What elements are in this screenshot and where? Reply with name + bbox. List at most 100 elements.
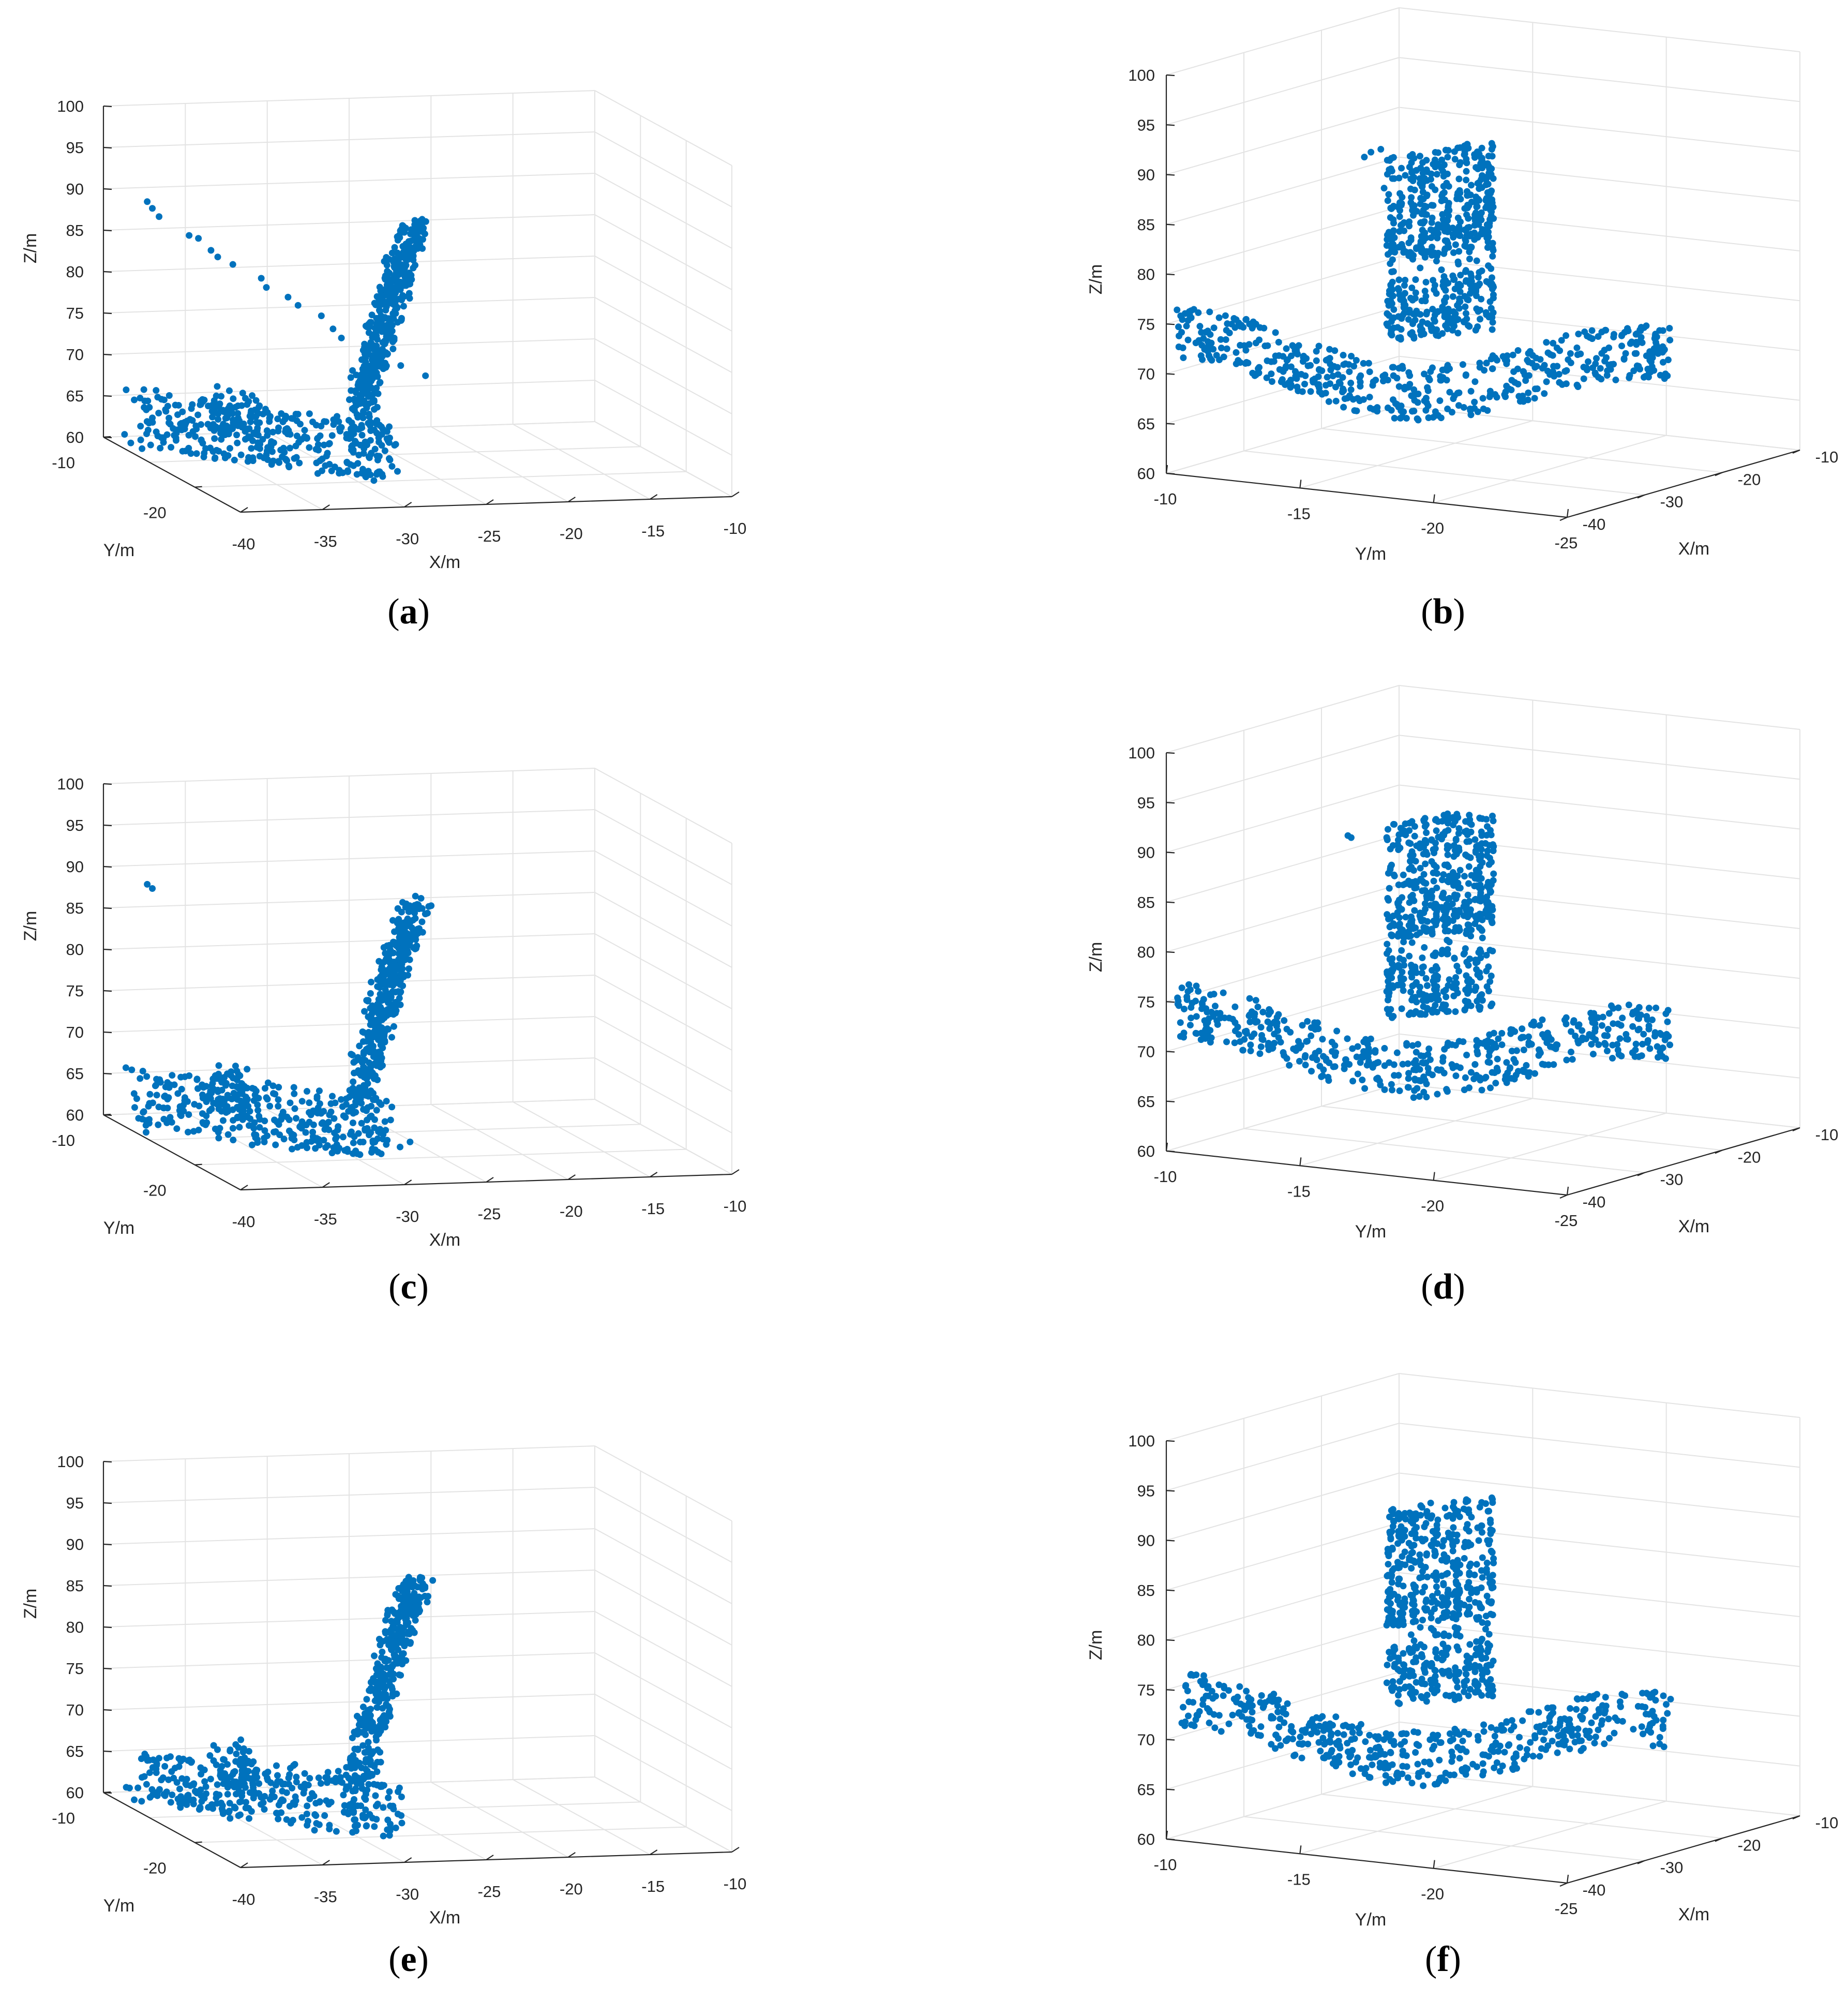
data-point (1444, 1042, 1451, 1049)
data-point (1205, 1015, 1212, 1022)
data-point (362, 438, 369, 445)
data-point (1604, 1026, 1612, 1033)
data-point (144, 426, 152, 434)
data-point (1463, 959, 1470, 966)
data-point (398, 972, 405, 979)
data-point (1433, 827, 1440, 834)
data-point (179, 408, 186, 415)
data-point (1474, 1050, 1481, 1057)
data-point (1503, 382, 1510, 390)
data-point (1466, 816, 1474, 823)
z-tick-label: 80 (66, 1618, 84, 1636)
data-point (365, 329, 372, 336)
data-point (1450, 249, 1457, 256)
data-point (1520, 398, 1527, 405)
data-point (373, 320, 380, 327)
data-point (1387, 845, 1394, 853)
data-point (1472, 326, 1479, 334)
data-point (339, 1133, 347, 1141)
data-point (1433, 290, 1440, 297)
data-point (1195, 309, 1202, 316)
data-point (1287, 383, 1295, 390)
data-point (1407, 185, 1414, 192)
data-point (122, 1064, 129, 1071)
data-point (1428, 219, 1435, 226)
data-point (1452, 1042, 1459, 1049)
data-point (1556, 347, 1564, 354)
data-point (1462, 310, 1469, 317)
data-point (1394, 899, 1402, 906)
data-point (1492, 1080, 1499, 1087)
data-point (153, 1092, 160, 1099)
data-point (1315, 366, 1323, 373)
data-point (1452, 985, 1460, 992)
data-point (1449, 326, 1456, 334)
data-point (325, 1118, 332, 1126)
z-tick-label: 65 (1137, 1093, 1155, 1111)
data-point (298, 1098, 306, 1105)
data-point (1457, 272, 1464, 279)
data-point (1389, 1086, 1396, 1094)
data-point (1653, 341, 1660, 349)
data-point (1279, 376, 1286, 383)
data-point (193, 1076, 201, 1083)
data-point (147, 441, 154, 449)
data-point (1290, 344, 1298, 351)
data-point (213, 392, 220, 399)
x-tick-label: -10 (724, 1875, 747, 1893)
data-point (1462, 899, 1469, 906)
axes-b: 6065707580859095100-10-15-20-25-40-30-20… (1086, 66, 1838, 564)
y-tick-label: -20 (1421, 519, 1444, 537)
x-tick-label: -35 (314, 1210, 337, 1228)
data-point (1426, 1056, 1434, 1063)
x-tick-label: -25 (478, 1883, 501, 1901)
data-point (1483, 1559, 1491, 1566)
data-point (1421, 253, 1429, 261)
data-point (403, 900, 410, 907)
data-point (1432, 949, 1439, 957)
data-point (1384, 940, 1391, 948)
data-point (194, 411, 202, 419)
data-point (288, 1130, 295, 1138)
z-tick-label: 75 (66, 304, 84, 322)
data-point (188, 1797, 195, 1804)
data-point (131, 396, 138, 404)
x-axis-label: X/m (1678, 1905, 1709, 1924)
data-point (374, 1002, 381, 1009)
data-point (1445, 212, 1452, 219)
data-point (1237, 1038, 1244, 1045)
data-point (405, 290, 413, 297)
data-point (223, 414, 230, 422)
data-point (1525, 389, 1532, 396)
data-point (383, 989, 390, 996)
data-point (1453, 913, 1461, 920)
data-point (1478, 1086, 1485, 1094)
data-point (1302, 1052, 1309, 1059)
z-tick-label: 75 (66, 982, 84, 1000)
data-point (1543, 378, 1550, 385)
data-point (214, 1746, 221, 1753)
data-point (1314, 1019, 1321, 1026)
data-point (1302, 1062, 1309, 1069)
data-point (280, 1136, 288, 1143)
data-point (289, 1145, 296, 1153)
data-point (224, 1092, 231, 1099)
data-point (1477, 863, 1484, 870)
data-point (1483, 951, 1490, 959)
data-point (1605, 344, 1613, 351)
data-point (392, 980, 399, 987)
data-point (1416, 989, 1423, 996)
data-point (338, 1096, 345, 1103)
data-point (333, 1141, 340, 1148)
data-point (251, 1092, 259, 1099)
data-point (1456, 161, 1463, 169)
data-point (180, 1108, 187, 1115)
y-tick-label: -10 (1154, 1168, 1177, 1186)
data-point (378, 292, 385, 299)
data-point (1406, 952, 1413, 960)
data-point (260, 1799, 267, 1806)
data-point (137, 1075, 144, 1082)
data-point (1178, 984, 1185, 992)
data-point (1444, 154, 1451, 161)
x-tick-label: -20 (560, 1880, 583, 1898)
